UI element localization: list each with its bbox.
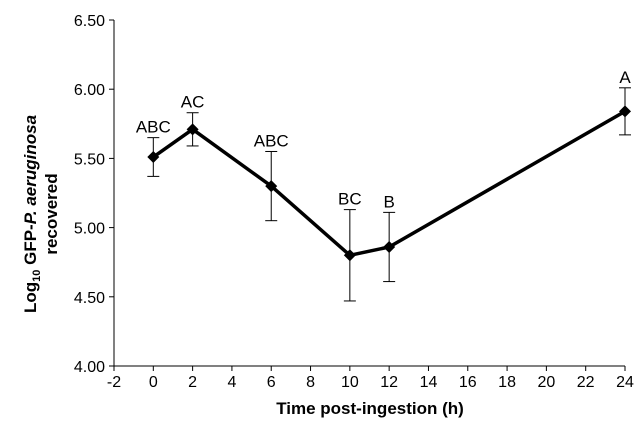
x-tick-label: 10 bbox=[341, 374, 359, 391]
group-label: BC bbox=[338, 190, 362, 209]
data-point-diamond bbox=[343, 249, 356, 262]
y-tick-label: 6.50 bbox=[74, 13, 105, 30]
y-axis-title-main: GFP- bbox=[21, 224, 40, 269]
y-tick-label: 4.50 bbox=[74, 290, 105, 307]
x-tick-label: 0 bbox=[149, 374, 158, 391]
group-labels: ABC AC ABC BC B A bbox=[136, 68, 632, 212]
data-point-diamond bbox=[186, 123, 199, 136]
x-tick-label: -2 bbox=[107, 374, 121, 391]
y-axis-title-line2: recovered bbox=[42, 173, 61, 254]
y-tick-label: 5.00 bbox=[74, 221, 105, 238]
group-label: AC bbox=[181, 93, 205, 112]
x-tick-label: 14 bbox=[420, 374, 438, 391]
x-tick-label: 20 bbox=[537, 374, 555, 391]
x-tick-label: 8 bbox=[306, 374, 315, 391]
group-label: A bbox=[619, 68, 631, 87]
y-axis-ticks: 4.00 4.50 5.00 5.50 6.00 6.50 bbox=[74, 13, 114, 376]
data-point-diamond bbox=[147, 151, 160, 164]
y-tick-label: 5.50 bbox=[74, 151, 105, 168]
svg-text:Log10 GFP-P. aeruginosa: Log10 GFP-P. aeruginosa bbox=[21, 115, 43, 313]
error-bars bbox=[147, 87, 631, 302]
x-tick-label: 2 bbox=[188, 374, 197, 391]
data-point-diamond bbox=[265, 180, 278, 193]
data-point-diamond bbox=[383, 240, 396, 253]
group-label: ABC bbox=[136, 118, 171, 137]
y-tick-label: 4.00 bbox=[74, 359, 105, 376]
x-axis-ticks: -2 0 2 4 6 8 10 12 14 16 18 20 22 24 bbox=[107, 366, 634, 391]
data-series bbox=[147, 105, 631, 262]
y-axis-title: Log10 GFP-P. aeruginosa recovered bbox=[21, 115, 61, 313]
group-label: ABC bbox=[254, 131, 289, 150]
x-tick-label: 22 bbox=[577, 374, 595, 391]
x-tick-label: 24 bbox=[616, 374, 634, 391]
x-tick-label: 6 bbox=[267, 374, 276, 391]
y-axis-title-italic: P. aeruginosa bbox=[21, 115, 40, 224]
y-tick-label: 6.00 bbox=[74, 82, 105, 99]
x-tick-label: 16 bbox=[459, 374, 477, 391]
x-tick-label: 18 bbox=[498, 374, 516, 391]
group-label: B bbox=[383, 192, 394, 211]
x-tick-label: 4 bbox=[227, 374, 236, 391]
y-axis-title-prefix: Log bbox=[21, 282, 40, 313]
x-axis-title: Time post-ingestion (h) bbox=[276, 399, 464, 418]
y-axis-title-subscript: 10 bbox=[31, 270, 43, 282]
series-line bbox=[152, 109, 626, 258]
data-point-diamond bbox=[619, 105, 631, 118]
x-tick-label: 12 bbox=[380, 374, 398, 391]
axes bbox=[113, 20, 625, 367]
